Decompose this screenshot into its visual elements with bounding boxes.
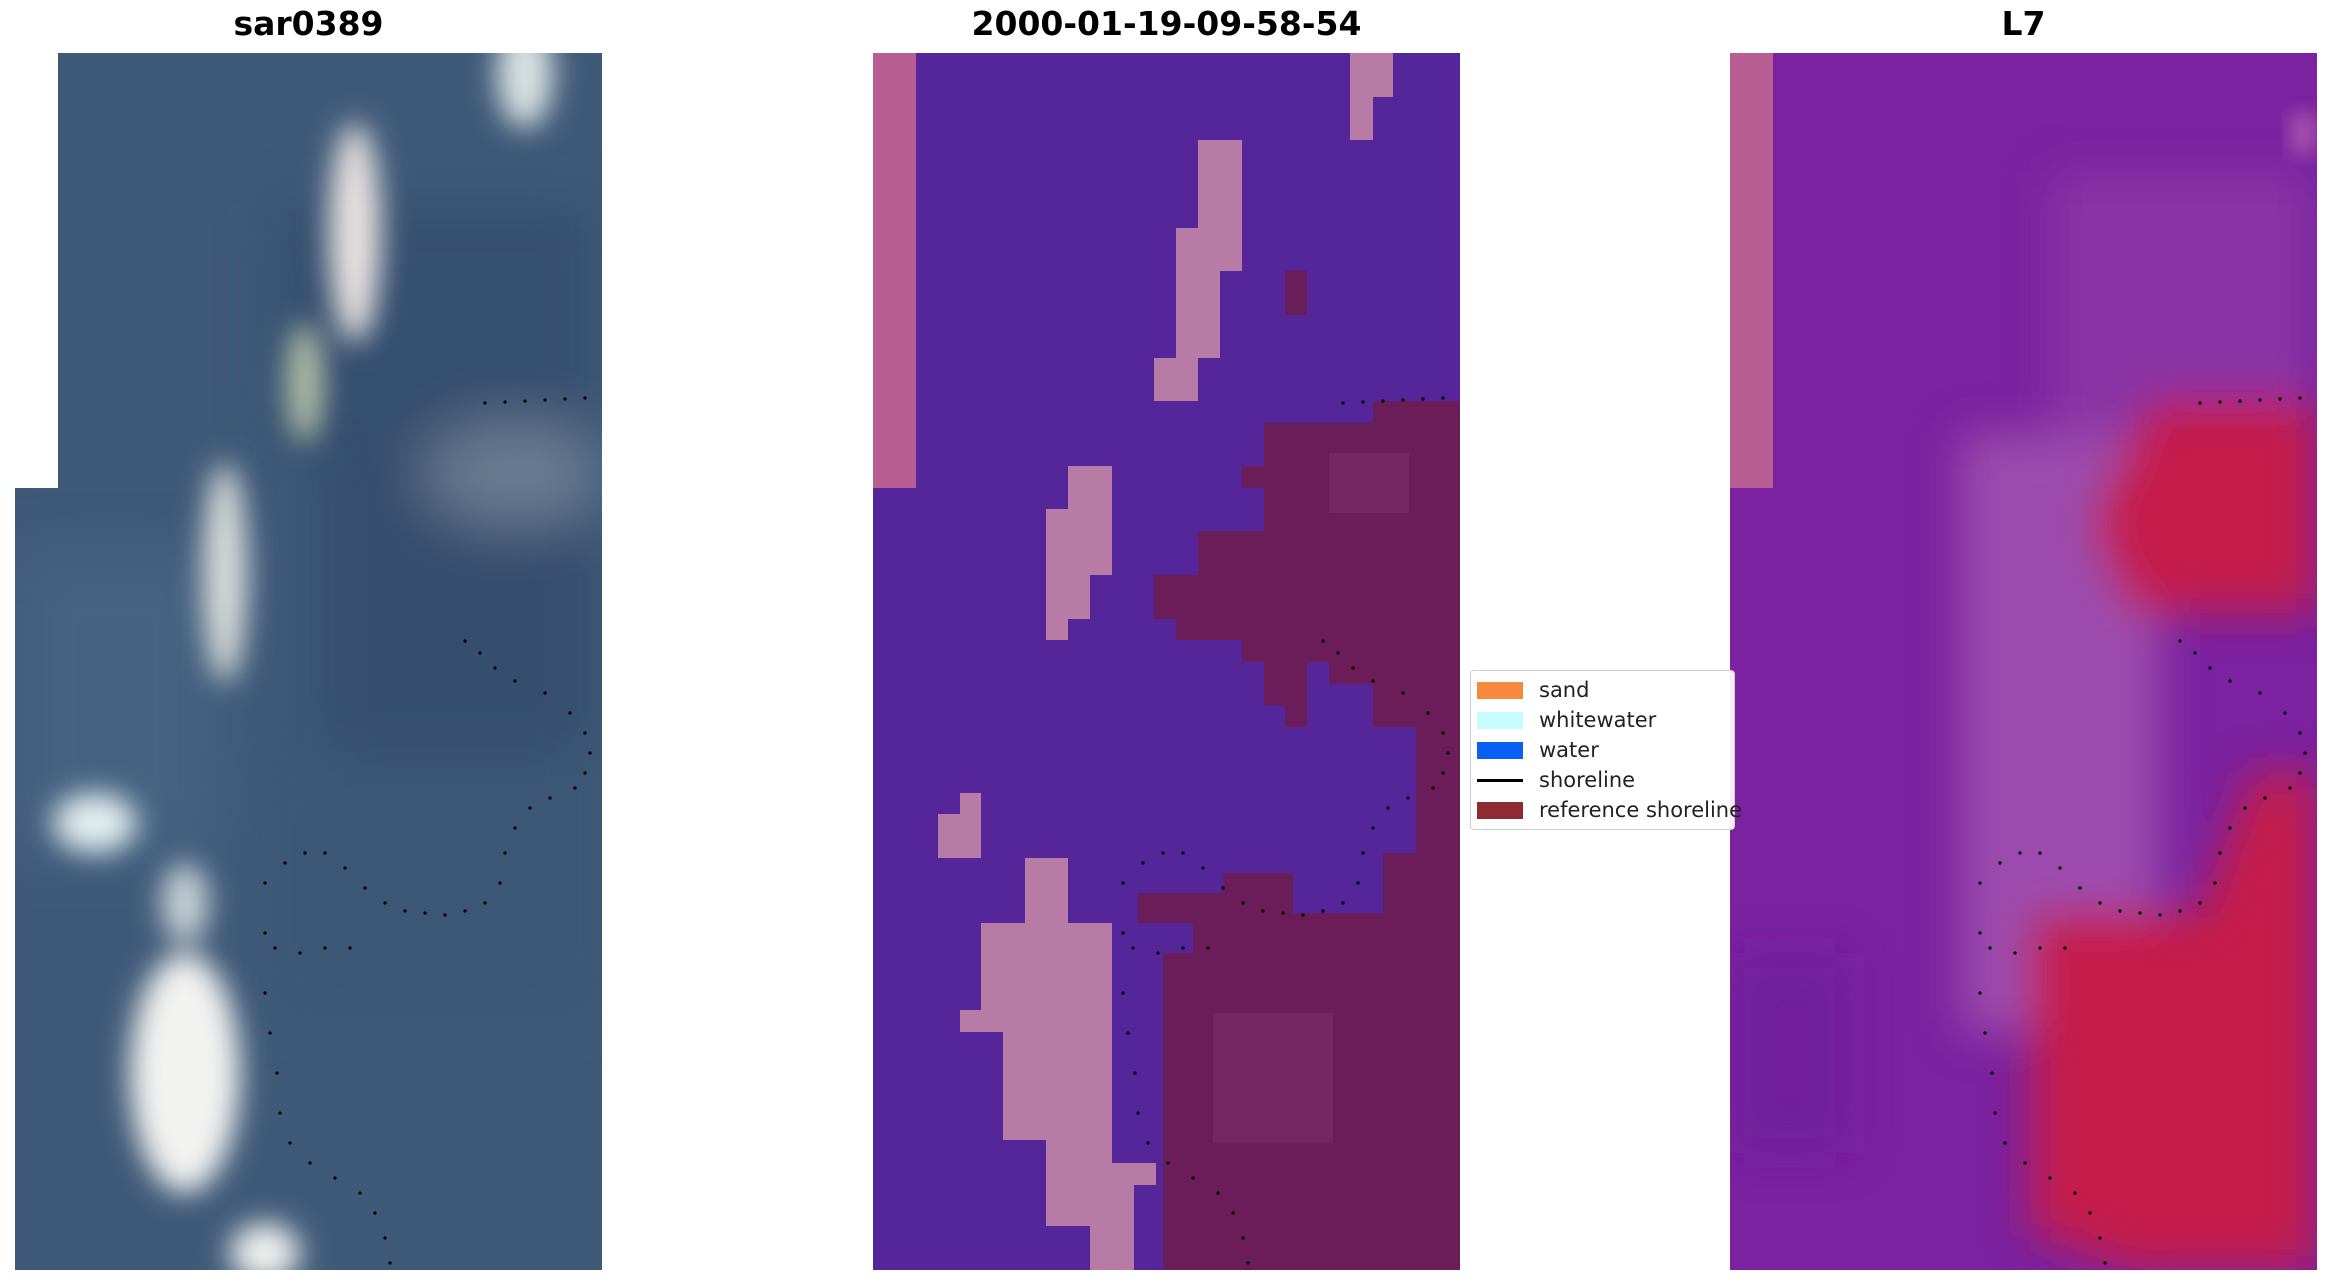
index-gradient xyxy=(1730,173,2317,1270)
class-sand-patches xyxy=(938,53,1393,1270)
class-edge-strip xyxy=(873,53,916,488)
class-land-area xyxy=(1138,271,1460,1270)
panel-title-index: L7 xyxy=(2001,4,2046,43)
legend-item-reference-shoreline: reference shoreline xyxy=(1477,795,1742,825)
legend-item-sand: sand xyxy=(1477,675,1589,705)
panel-title-rgb: sar0389 xyxy=(233,4,384,43)
legend-label-reference-shoreline: reference shoreline xyxy=(1539,798,1743,822)
legend-label-sand: sand xyxy=(1539,678,1590,702)
rgb-shoreline-dots xyxy=(263,396,592,1265)
whitewater-bands xyxy=(53,53,553,1270)
index-shoreline-dots xyxy=(1978,396,2307,1265)
shoreline-line-icon xyxy=(1477,778,1523,782)
legend-label-whitewater: whitewater xyxy=(1539,708,1657,732)
reference-shoreline-swatch xyxy=(1477,801,1523,819)
index-edge-strip xyxy=(1730,53,1773,488)
legend-item-whitewater: whitewater xyxy=(1477,705,1656,735)
water-swatch xyxy=(1477,741,1523,759)
legend: sand whitewater water shoreline referenc… xyxy=(1470,670,1742,830)
sand-swatch xyxy=(1477,681,1523,699)
class-land-texture xyxy=(1213,453,1409,1143)
panel-title-classification: 2000-01-19-09-58-54 xyxy=(971,4,1362,43)
whitewater-swatch xyxy=(1477,711,1523,729)
legend-label-water: water xyxy=(1539,738,1599,762)
class-shoreline-dots xyxy=(1121,396,1450,1265)
rgb-image-panel xyxy=(15,53,602,1270)
index-panel xyxy=(1730,53,2317,1270)
legend-item-water: water xyxy=(1477,735,1599,765)
classification-panel xyxy=(873,53,1460,1270)
legend-item-shoreline: shoreline xyxy=(1477,765,1635,795)
legend-label-shoreline: shoreline xyxy=(1539,768,1636,792)
